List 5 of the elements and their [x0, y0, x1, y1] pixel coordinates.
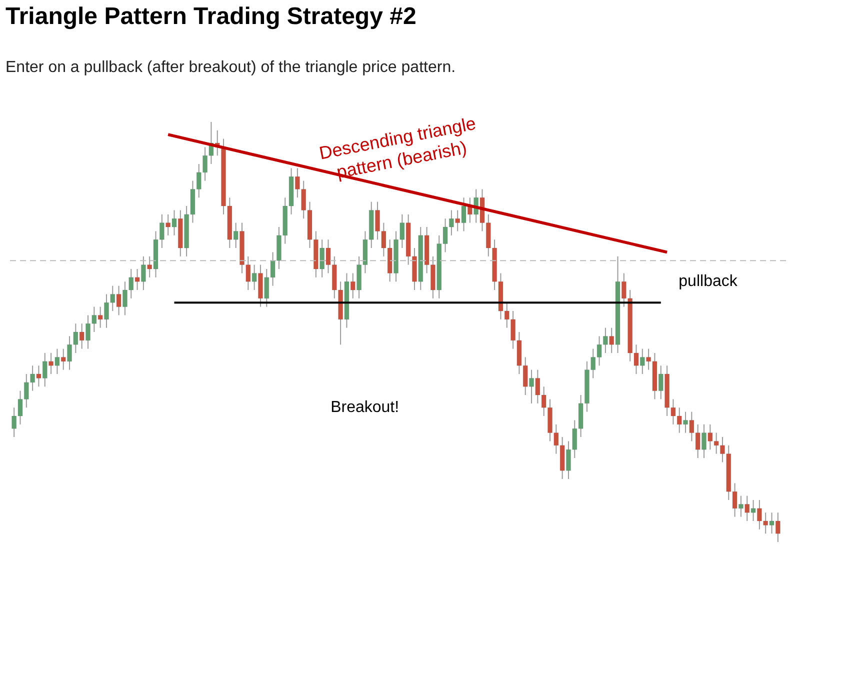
- annotation: Breakout!: [330, 399, 400, 416]
- chart-subtitle: Enter on a pullback (after breakout) of the triangle price pattern.: [6, 59, 456, 76]
- annotation: pullback: [678, 273, 738, 290]
- chart-title: Triangle Pattern Trading Strategy #2: [6, 3, 416, 30]
- annotation: Descending triangle pattern (bearish): [318, 113, 478, 182]
